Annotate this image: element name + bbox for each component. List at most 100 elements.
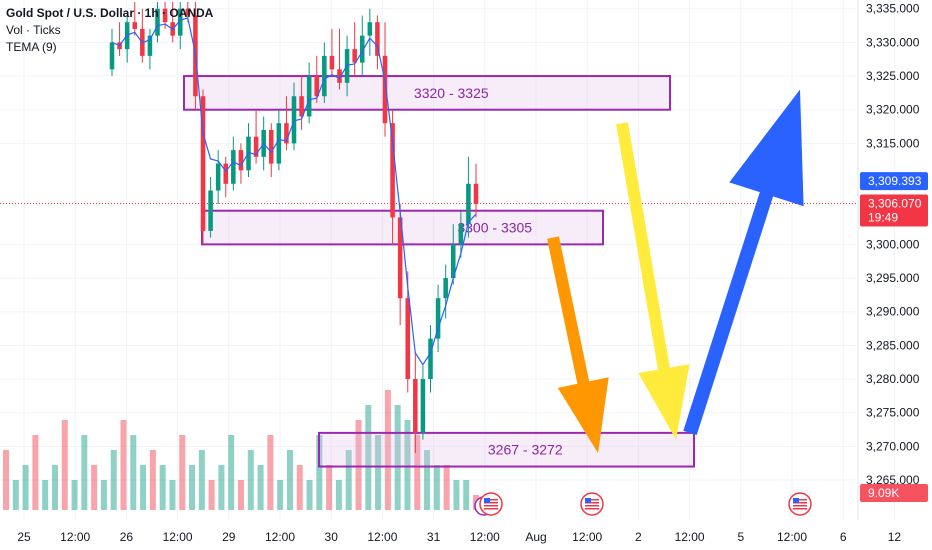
chart-legend: Gold Spot / U.S. Dollar · 1h · OANDA Vol… xyxy=(6,5,213,56)
x-tick-label: 30 xyxy=(325,530,339,544)
volume-bar xyxy=(238,480,244,510)
zone-label: 3267 - 3272 xyxy=(488,442,563,458)
forecast-arrows[interactable] xyxy=(547,89,804,454)
x-tick-label: 12:00 xyxy=(675,530,705,544)
candle[interactable] xyxy=(155,2,160,43)
candle[interactable] xyxy=(428,325,433,393)
candle[interactable] xyxy=(443,264,448,319)
candle[interactable] xyxy=(322,42,327,103)
y-tick-label: 3,325.000 xyxy=(866,69,920,83)
y-tick-label: 3,280.000 xyxy=(866,372,920,386)
volume-indicator-label[interactable]: Vol · Ticks xyxy=(6,23,61,37)
candle[interactable] xyxy=(109,28,115,77)
price-zones[interactable]: 3320 - 3325 3300 - 3305 3267 - 3272 xyxy=(183,75,695,468)
candle[interactable] xyxy=(291,82,297,151)
volume-bar xyxy=(414,435,421,510)
candle[interactable] xyxy=(208,177,213,238)
y-tick-label: 3,300.000 xyxy=(866,237,920,251)
volume-bar xyxy=(433,465,440,510)
svg-text:3,306.070: 3,306.070 xyxy=(868,197,922,211)
volume-bars xyxy=(3,390,479,510)
candle[interactable] xyxy=(177,2,183,50)
candle[interactable] xyxy=(473,163,479,218)
volume-bar xyxy=(42,480,49,510)
x-tick-label: 31 xyxy=(427,530,441,544)
candle[interactable] xyxy=(306,62,312,124)
volume-bar xyxy=(179,435,186,510)
tema-indicator-label[interactable]: TEMA (9) xyxy=(6,40,57,54)
candle[interactable] xyxy=(299,76,304,130)
x-tick-label: 12:00 xyxy=(60,530,90,544)
event-icons[interactable] xyxy=(474,492,812,516)
candle[interactable] xyxy=(253,109,259,164)
volume-bar xyxy=(247,450,254,510)
volume-bar xyxy=(169,480,176,510)
tema-line xyxy=(111,17,477,366)
candle[interactable] xyxy=(420,365,426,440)
volume-bar xyxy=(51,465,58,510)
forecast-arrow[interactable] xyxy=(616,122,690,440)
y-tick-label: 3,330.000 xyxy=(866,35,920,49)
us-flag-event-icon[interactable] xyxy=(479,492,503,516)
candle[interactable] xyxy=(246,123,251,178)
volume-bar xyxy=(335,480,342,510)
candle[interactable] xyxy=(435,284,441,353)
zone-label: 3300 - 3305 xyxy=(457,220,532,236)
forecast-arrow[interactable] xyxy=(547,236,609,454)
candle[interactable] xyxy=(200,89,206,245)
x-tick-label: 12 xyxy=(888,530,902,544)
symbol-title[interactable]: Gold Spot / U.S. Dollar · 1h · OANDA xyxy=(6,6,214,20)
volume-bar xyxy=(443,465,450,510)
time-axis[interactable]: 25 12:00 26 12:00 29 12:00 30 12:00 31 12:00 Aug 12… xyxy=(17,530,901,544)
volume-bar xyxy=(345,450,352,510)
us-flag-event-icon[interactable] xyxy=(788,492,812,516)
us-flag-event-icon[interactable] xyxy=(580,492,604,516)
candle[interactable] xyxy=(375,15,380,70)
volume-bar xyxy=(267,435,274,510)
candle[interactable] xyxy=(238,143,244,184)
candle[interactable] xyxy=(337,28,342,90)
volume-bar xyxy=(189,465,196,510)
volume-bar xyxy=(463,480,470,510)
candle[interactable] xyxy=(367,8,373,56)
svg-text:19:49: 19:49 xyxy=(868,211,898,225)
zone-box[interactable] xyxy=(183,75,671,111)
x-tick-label: 2 xyxy=(635,530,642,544)
candle[interactable] xyxy=(413,352,418,454)
candle[interactable] xyxy=(268,123,274,178)
candle[interactable] xyxy=(132,2,138,36)
price-axis[interactable]: 3,335.000 3,330.000 3,325.000 3,320.000 3,31… xyxy=(866,2,920,487)
x-tick-label: Aug xyxy=(525,530,546,544)
candle[interactable] xyxy=(352,22,357,77)
candle[interactable] xyxy=(359,15,365,77)
volume-bar xyxy=(228,435,235,510)
y-tick-label: 3,335.000 xyxy=(866,2,920,16)
volume-bar xyxy=(110,450,117,510)
candle[interactable] xyxy=(223,156,229,198)
x-tick-label: 12:00 xyxy=(777,530,807,544)
volume-bar xyxy=(32,435,39,510)
volume-bar xyxy=(61,420,68,510)
candle[interactable] xyxy=(390,109,395,245)
candle[interactable] xyxy=(397,203,403,326)
candle[interactable] xyxy=(314,55,320,103)
y-tick-label: 3,295.000 xyxy=(866,271,920,285)
forecast-arrow[interactable] xyxy=(683,89,804,436)
volume-bar xyxy=(81,435,88,510)
candle[interactable] xyxy=(215,150,221,204)
zone-box[interactable] xyxy=(201,209,604,246)
zone-box[interactable] xyxy=(318,431,695,468)
x-tick-label: 12:00 xyxy=(470,530,500,544)
candle[interactable] xyxy=(458,210,464,258)
candle[interactable] xyxy=(329,28,335,77)
volume-bar xyxy=(375,435,382,510)
y-tick-label: 3,285.000 xyxy=(866,338,920,352)
candle[interactable] xyxy=(231,136,236,191)
x-tick-label: 12:00 xyxy=(163,530,193,544)
x-tick-label: 12:00 xyxy=(265,530,295,544)
candle[interactable] xyxy=(147,28,153,70)
volume-badge: 9.09K xyxy=(860,484,928,502)
candle[interactable] xyxy=(450,224,456,285)
volume-bar xyxy=(453,480,460,510)
